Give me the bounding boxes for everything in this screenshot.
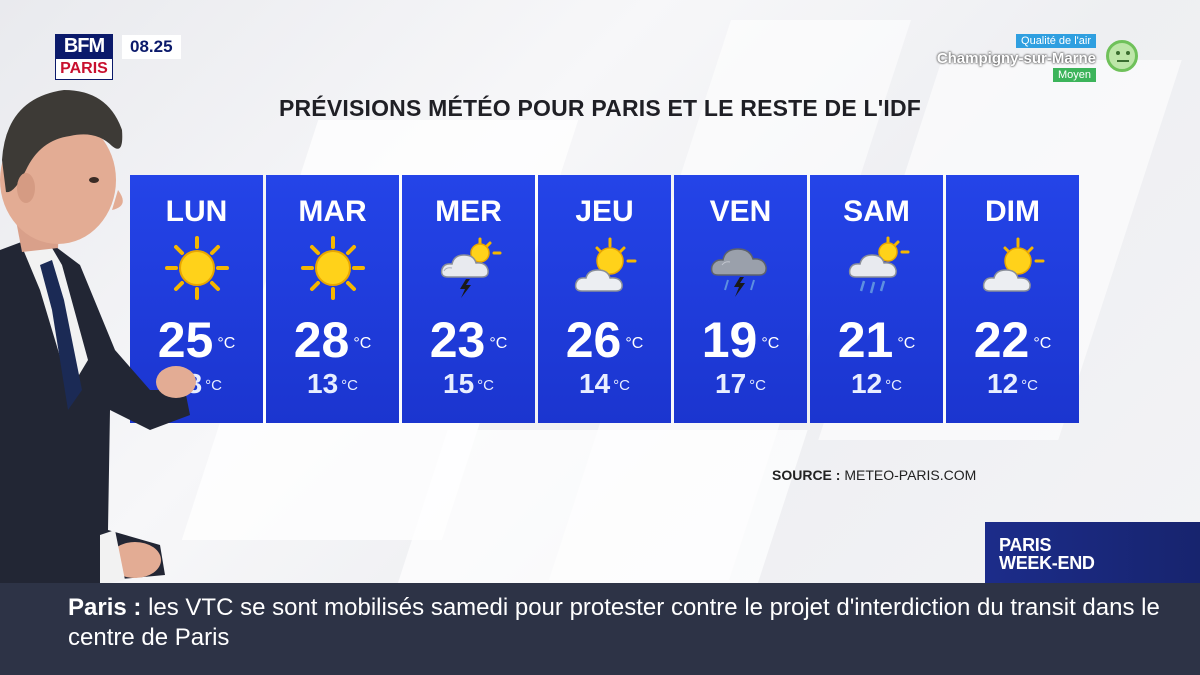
forecast-day-sam: SAM 21 °C 12 °C [810, 175, 943, 423]
temp-min: 13°C [307, 368, 358, 399]
background-shape [392, 430, 808, 600]
forecast-row: LUN 25°C 13°C MAR 28°C 13°C [130, 175, 1079, 423]
temp-min: 15 °C [443, 368, 494, 399]
day-name: VEN [709, 195, 772, 228]
neutral-face-icon [1106, 40, 1138, 72]
sun-icon [301, 236, 365, 300]
channel-logo: BFM PARIS [55, 34, 113, 80]
day-name: MAR [298, 195, 367, 228]
forecast-day-lun: LUN 25°C 13°C [130, 175, 263, 423]
day-name: DIM [985, 195, 1040, 228]
temp-max: 25 °C [157, 312, 236, 368]
day-name: SAM [843, 195, 910, 228]
temp-max: 22 °C [973, 312, 1052, 368]
air-quality-label: Qualité de l'air [1016, 34, 1096, 48]
temp-max: 28 °C [293, 312, 372, 368]
presenter-figure [0, 90, 196, 620]
channel-city: PARIS [55, 58, 113, 80]
forecast-day-dim: DIM 22 °C 12 °C [946, 175, 1079, 423]
air-quality-level: Moyen [1052, 68, 1096, 82]
program-tag: PARIS WEEK-END [985, 522, 1200, 583]
day-name: LUN [165, 195, 228, 228]
day-name: JEU [575, 195, 634, 228]
sun-icon [165, 236, 229, 300]
forecast-day-mar: MAR 28 °C 13 °C [266, 175, 399, 423]
clock: 08.25 [122, 35, 181, 59]
program-line-2: WEEK-END [999, 553, 1095, 573]
channel-brand: BFM [55, 34, 113, 58]
temp-max: 19 °C [701, 312, 780, 368]
temp-min: 14 °C [579, 368, 630, 399]
temp-min: 17 °C [715, 368, 766, 399]
temp-min: 12 °C [987, 368, 1038, 399]
temp-max: 26 °C [565, 312, 644, 368]
partly-cloudy-icon [574, 237, 637, 292]
storm-sun-icon [440, 237, 502, 298]
forecast-day-jeu: JEU 26 °C 14 °C [538, 175, 671, 423]
thunderstorm-icon [710, 248, 767, 297]
temp-max: 23 °C [429, 312, 508, 368]
page-title: PRÉVISIONS MÉTÉO POUR PARIS ET LE RESTE … [278, 95, 922, 121]
rain-sun-icon [848, 236, 910, 294]
ticker-headline: les VTC se sont mobilisés samedi pour pr… [68, 594, 1160, 651]
program-line-1: PARIS [999, 535, 1052, 555]
air-quality-widget: Qualité de l'air Champigny-sur-Marne Moy… [918, 34, 1138, 84]
forecast-day-ven: VEN 19 °C 17 °C [674, 175, 807, 423]
news-ticker: Paris : les VTC se sont mobilisés samedi… [0, 583, 1200, 675]
ticker-text: Paris : les VTC se sont mobilisés samedi… [68, 594, 1160, 651]
day-name: MER [435, 195, 502, 228]
temp-min: 12 °C [851, 368, 902, 399]
forecast-day-mer: MER 23 °C 15 °C [402, 175, 535, 423]
air-quality-location: Champigny-sur-Marne [936, 50, 1096, 67]
temp-max: 21 °C [837, 312, 916, 368]
source-credit: SOURCE : METEO-PARIS.COM [772, 467, 977, 483]
ticker-keyword: Paris [68, 594, 127, 621]
partly-cloudy-icon [982, 237, 1045, 292]
